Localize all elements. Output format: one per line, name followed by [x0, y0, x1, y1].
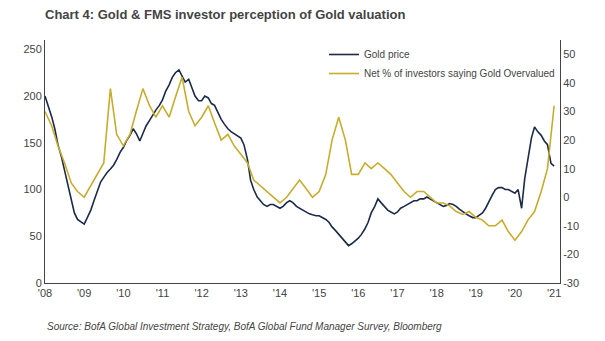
svg-text:'17: '17 [390, 287, 404, 299]
svg-text:'09: '09 [77, 287, 91, 299]
svg-text:200: 200 [23, 90, 41, 102]
svg-text:150: 150 [23, 137, 41, 149]
svg-text:'18: '18 [429, 287, 443, 299]
svg-text:0: 0 [563, 191, 569, 203]
svg-text:20: 20 [563, 134, 575, 146]
svg-text:40: 40 [563, 77, 575, 89]
svg-text:30: 30 [563, 105, 575, 117]
svg-text:250: 250 [23, 43, 41, 55]
svg-text:'20: '20 [508, 287, 522, 299]
svg-text:'16: '16 [351, 287, 365, 299]
svg-text:-20: -20 [563, 248, 579, 260]
svg-text:'21: '21 [547, 287, 561, 299]
svg-text:'08: '08 [38, 287, 52, 299]
svg-text:Chart 4: Gold & FMS investor p: Chart 4: Gold & FMS investor perception … [45, 7, 405, 22]
svg-text:100: 100 [23, 183, 41, 195]
svg-text:'10: '10 [116, 287, 130, 299]
svg-text:'19: '19 [469, 287, 483, 299]
svg-text:0: 0 [36, 277, 42, 289]
svg-text:10: 10 [563, 163, 575, 175]
svg-text:'12: '12 [194, 287, 208, 299]
svg-text:Gold price: Gold price [364, 49, 410, 60]
svg-text:Net % of investors saying Gold: Net % of investors saying Gold Overvalue… [364, 68, 555, 79]
svg-text:50: 50 [30, 230, 42, 242]
svg-text:-30: -30 [563, 277, 579, 289]
svg-text:-10: -10 [563, 220, 579, 232]
svg-text:'13: '13 [234, 287, 248, 299]
svg-text:'11: '11 [156, 287, 170, 299]
svg-text:50: 50 [563, 48, 575, 60]
svg-text:'15: '15 [312, 287, 326, 299]
svg-text:'14: '14 [273, 287, 287, 299]
svg-text:Source: BofA Global Investment: Source: BofA Global Investment Strategy,… [47, 321, 442, 332]
